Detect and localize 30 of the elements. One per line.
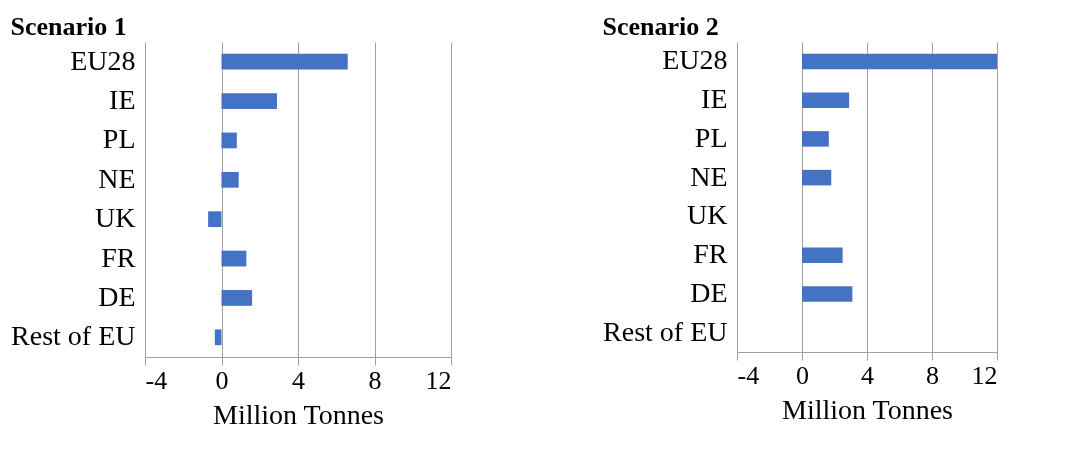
x-tick-label: 12 (971, 360, 998, 390)
y-tick-label: Rest of EU (603, 315, 728, 347)
x-tick-label: 4 (861, 360, 874, 390)
y-tick-label: FR (693, 238, 728, 270)
x-tick-label: 4 (292, 365, 305, 395)
y-tick-label: IE (701, 83, 728, 115)
y-tick-label: FR (101, 241, 136, 273)
x-axis-title: Million Tonnes (213, 398, 384, 430)
x-tick-label: 0 (796, 360, 809, 390)
y-tick-label: IE (109, 84, 136, 116)
y-tick-label: Rest of EU (11, 320, 136, 352)
y-tick-label: UK (687, 199, 728, 231)
chart-title: Scenario 2 (602, 12, 719, 41)
y-tick-label: PL (102, 123, 136, 155)
x-tick-label: 8 (368, 365, 382, 395)
y-tick-label: DE (690, 276, 728, 308)
x-tick-label: -4 (737, 360, 760, 390)
x-tick-label: 0 (215, 365, 229, 395)
x-tick-label: -4 (145, 365, 168, 395)
x-tick-label: 12 (425, 365, 452, 395)
y-tick-label: PL (694, 121, 728, 153)
chart-title: Scenario 1 (10, 12, 127, 41)
x-tick-label: 8 (926, 360, 939, 390)
y-tick-label: EU28 (662, 44, 728, 76)
y-tick-label: EU28 (70, 44, 136, 76)
y-tick-label: NE (98, 162, 136, 194)
y-tick-label: NE (690, 160, 728, 192)
y-tick-label: UK (95, 202, 136, 234)
x-axis-title: Million Tonnes (782, 393, 953, 425)
y-tick-label: DE (98, 280, 136, 312)
